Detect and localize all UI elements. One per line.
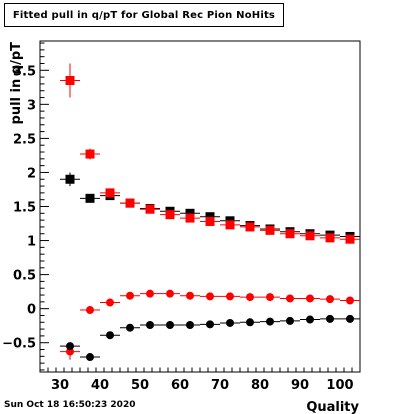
- data-point-square: [265, 225, 275, 235]
- x-tick-label: 30: [51, 378, 69, 393]
- data-point-circle: [86, 306, 94, 315]
- data-point-circle: [166, 321, 174, 330]
- data-point-circle: [346, 314, 354, 323]
- series-0-square-group: [60, 172, 360, 241]
- data-point-circle: [266, 293, 274, 302]
- data-point-square: [245, 222, 255, 232]
- data-point-square: [305, 231, 315, 241]
- data-point-circle: [86, 353, 94, 362]
- data-point-square: [125, 198, 135, 208]
- y-tick-label: 1: [27, 235, 36, 250]
- data-point-circle: [246, 318, 254, 327]
- y-tick-label: 3: [27, 98, 36, 113]
- data-point-square: [105, 188, 115, 198]
- x-tick-label: 80: [251, 378, 269, 393]
- data-point-circle: [66, 342, 74, 351]
- timestamp: Sun Oct 18 16:50:23 2020: [4, 400, 136, 410]
- data-point-square: [165, 210, 175, 220]
- data-point-square: [145, 204, 155, 214]
- y-tick-label: 0: [27, 303, 36, 318]
- data-point-circle: [346, 296, 354, 305]
- data-point-square: [225, 220, 235, 230]
- data-point-circle: [226, 292, 234, 301]
- marks-layer: [60, 63, 360, 362]
- data-point-circle: [326, 295, 334, 304]
- x-tick-label: 50: [131, 378, 149, 393]
- y-tick-label: 2: [27, 166, 36, 181]
- data-point-circle: [286, 294, 294, 303]
- data-point-square: [85, 193, 95, 203]
- data-point-square: [65, 76, 75, 86]
- y-tick-label: 3.5: [13, 64, 36, 79]
- data-point-circle: [186, 291, 194, 300]
- data-point-circle: [166, 289, 174, 298]
- data-point-square: [205, 216, 215, 226]
- y-tick-label: −0.5: [2, 337, 36, 352]
- x-tick-label: 60: [171, 378, 189, 393]
- series-2-circle-group: [60, 289, 360, 360]
- y-tick-label: 2.5: [13, 132, 36, 147]
- x-tick-label: 100: [326, 378, 353, 393]
- data-point-circle: [186, 321, 194, 330]
- data-point-circle: [266, 317, 274, 326]
- data-point-circle: [286, 316, 294, 325]
- data-point-circle: [126, 291, 134, 300]
- series-1-square-group: [60, 63, 360, 244]
- series-3-circle-group: [60, 314, 360, 362]
- x-axis-title: Quality: [306, 400, 359, 414]
- data-point-circle: [226, 318, 234, 327]
- axes-layer: 30 40 50 60 70 80 90 100 −0.5 0 0.5 1 1.5 2 2.5 3 3.5: [2, 42, 361, 393]
- data-point-circle: [146, 289, 154, 298]
- data-point-circle: [146, 321, 154, 330]
- x-tick-label: 90: [291, 378, 309, 393]
- y-axis-title: pull in q/pT: [9, 42, 24, 125]
- data-point-square: [325, 233, 335, 243]
- data-point-circle: [306, 294, 314, 303]
- data-point-square: [205, 212, 215, 222]
- data-point-square: [85, 149, 95, 159]
- data-point-circle: [306, 315, 314, 324]
- y-tick-label: 1.5: [13, 201, 36, 216]
- data-point-circle: [206, 292, 214, 301]
- data-point-circle: [126, 323, 134, 332]
- data-point-circle: [106, 331, 114, 340]
- data-point-square: [345, 234, 355, 244]
- data-point-square: [285, 229, 295, 239]
- data-point-circle: [326, 314, 334, 323]
- data-point-circle: [246, 293, 254, 302]
- data-point-square: [185, 208, 195, 218]
- data-point-circle: [106, 298, 114, 307]
- chart-title: Fitted pull in q/pT for Global Rec Pion …: [4, 3, 284, 27]
- x-tick-label: 40: [91, 378, 109, 393]
- x-tick-label: 70: [211, 378, 229, 393]
- y-tick-label: 0.5: [13, 269, 36, 284]
- data-point-square: [185, 213, 195, 223]
- data-point-square: [65, 174, 75, 184]
- data-point-circle: [206, 320, 214, 329]
